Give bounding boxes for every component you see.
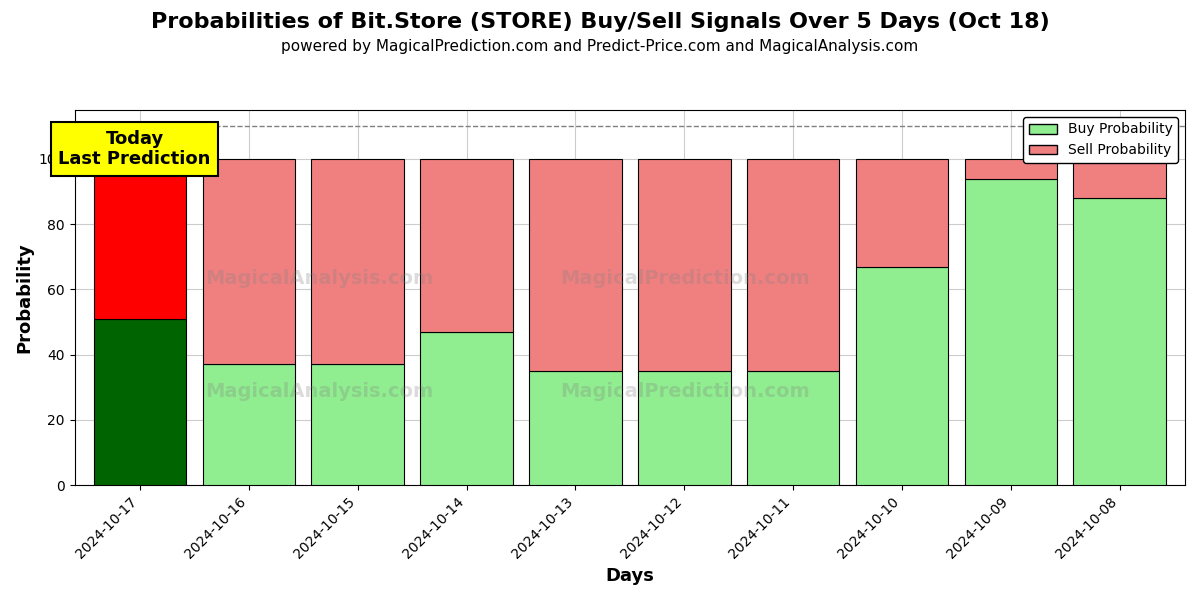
Bar: [420, 332, 512, 485]
Y-axis label: Probability: Probability: [16, 242, 34, 353]
Bar: [746, 159, 839, 371]
Bar: [203, 159, 295, 364]
Bar: [312, 159, 404, 364]
Bar: [746, 371, 839, 485]
Bar: [203, 364, 295, 485]
Bar: [1074, 198, 1166, 485]
Text: MagicalAnalysis.com: MagicalAnalysis.com: [205, 382, 433, 401]
Text: MagicalAnalysis.com: MagicalAnalysis.com: [205, 269, 433, 289]
Bar: [94, 319, 186, 485]
Bar: [312, 364, 404, 485]
Text: powered by MagicalPrediction.com and Predict-Price.com and MagicalAnalysis.com: powered by MagicalPrediction.com and Pre…: [281, 39, 919, 54]
Text: Probabilities of Bit.Store (STORE) Buy/Sell Signals Over 5 Days (Oct 18): Probabilities of Bit.Store (STORE) Buy/S…: [151, 12, 1049, 32]
Bar: [529, 371, 622, 485]
X-axis label: Days: Days: [605, 567, 654, 585]
Bar: [94, 159, 186, 319]
Bar: [965, 179, 1057, 485]
Legend: Buy Probability, Sell Probability: Buy Probability, Sell Probability: [1024, 117, 1178, 163]
Bar: [856, 266, 948, 485]
Text: Today
Last Prediction: Today Last Prediction: [59, 130, 211, 169]
Text: MagicalPrediction.com: MagicalPrediction.com: [560, 269, 810, 289]
Bar: [638, 371, 731, 485]
Bar: [420, 159, 512, 332]
Bar: [965, 159, 1057, 179]
Text: MagicalPrediction.com: MagicalPrediction.com: [560, 382, 810, 401]
Bar: [638, 159, 731, 371]
Bar: [529, 159, 622, 371]
Bar: [1074, 159, 1166, 198]
Bar: [856, 159, 948, 266]
